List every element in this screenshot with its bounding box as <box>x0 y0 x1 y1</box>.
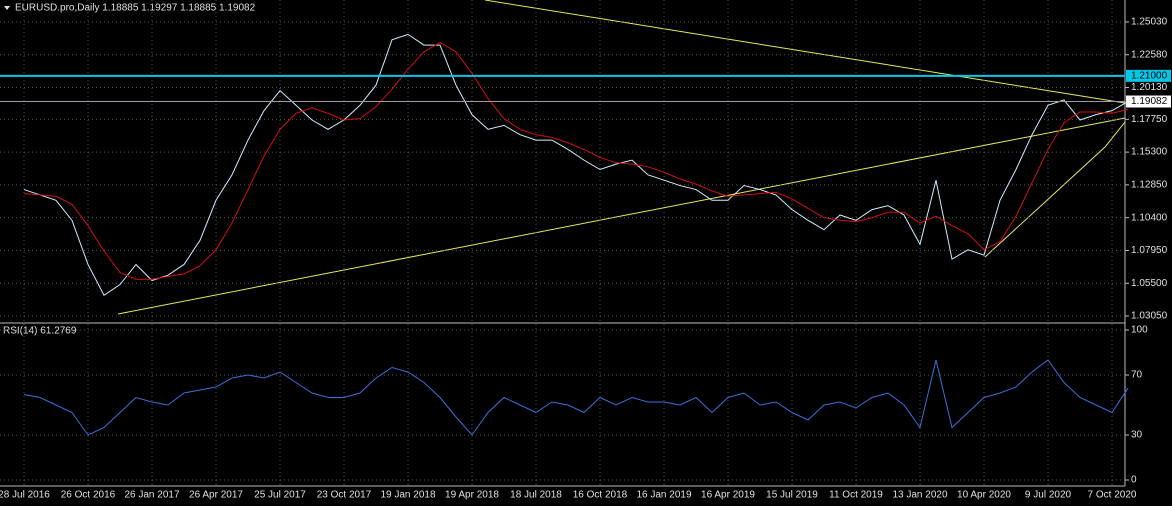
chart-title: EURUSD.pro,Daily 1.18885 1.19297 1.18885… <box>15 3 256 14</box>
y-tick-label: 0 <box>1131 475 1137 486</box>
y-tick-label: 30 <box>1131 430 1143 441</box>
x-tick-label: 7 Oct 2020 <box>1088 490 1137 501</box>
price-line <box>23 33 1129 296</box>
x-tick-label: 26 Apr 2017 <box>189 490 243 501</box>
level-label: 1.21000 <box>1131 70 1168 81</box>
y-tick-label: 70 <box>1131 370 1143 381</box>
trendline <box>484 0 1126 104</box>
x-tick-label: 11 Oct 2019 <box>829 490 883 501</box>
x-tick-label: 18 Jul 2018 <box>510 490 562 501</box>
y-tick-label: 1.20130 <box>1131 82 1168 93</box>
level-label-box <box>1126 69 1171 82</box>
x-tick-label: 28 Jul 2016 <box>0 490 50 501</box>
x-tick-label: 9 Jul 2020 <box>1025 490 1072 501</box>
trendline <box>984 121 1126 258</box>
y-tick-label: 1.05500 <box>1131 278 1168 289</box>
x-tick-label: 19 Jan 2018 <box>380 490 435 501</box>
x-tick-label: 19 Apr 2018 <box>445 490 499 501</box>
y-tick-label: 1.07950 <box>1131 245 1168 256</box>
y-tick-label: 1.03050 <box>1131 311 1168 322</box>
x-tick-label: 15 Jul 2019 <box>766 490 818 501</box>
x-tick-label: 16 Apr 2019 <box>701 490 755 501</box>
trendline <box>117 117 1126 315</box>
y-tick-label: 1.12850 <box>1131 180 1168 191</box>
rsi-line <box>23 359 1129 436</box>
y-tick-label: 1.15300 <box>1131 147 1168 158</box>
y-tick-label: 1.10400 <box>1131 212 1168 223</box>
x-tick-label: 16 Oct 2018 <box>573 490 628 501</box>
y-tick-label: 100 <box>1131 325 1148 336</box>
rsi-title: RSI(14) 61.2769 <box>3 326 77 337</box>
x-tick-label: 13 Jan 2020 <box>892 490 947 501</box>
x-tick-label: 23 Oct 2017 <box>317 490 372 501</box>
x-tick-label: 26 Jan 2017 <box>124 490 179 501</box>
x-tick-label: 10 Apr 2020 <box>957 490 1011 501</box>
x-tick-label: 25 Jul 2017 <box>254 490 306 501</box>
symbol-menu-icon[interactable] <box>4 6 10 10</box>
x-tick-label: 16 Jan 2019 <box>636 490 691 501</box>
current-price-box <box>1126 95 1171 108</box>
y-tick-label: 1.25030 <box>1131 17 1168 28</box>
y-tick-label: 1.17750 <box>1131 114 1168 125</box>
x-tick-label: 26 Oct 2016 <box>61 490 116 501</box>
y-tick-label: 1.22580 <box>1131 49 1168 60</box>
moving-average <box>23 41 1129 280</box>
current-price-label: 1.19082 <box>1131 96 1168 107</box>
